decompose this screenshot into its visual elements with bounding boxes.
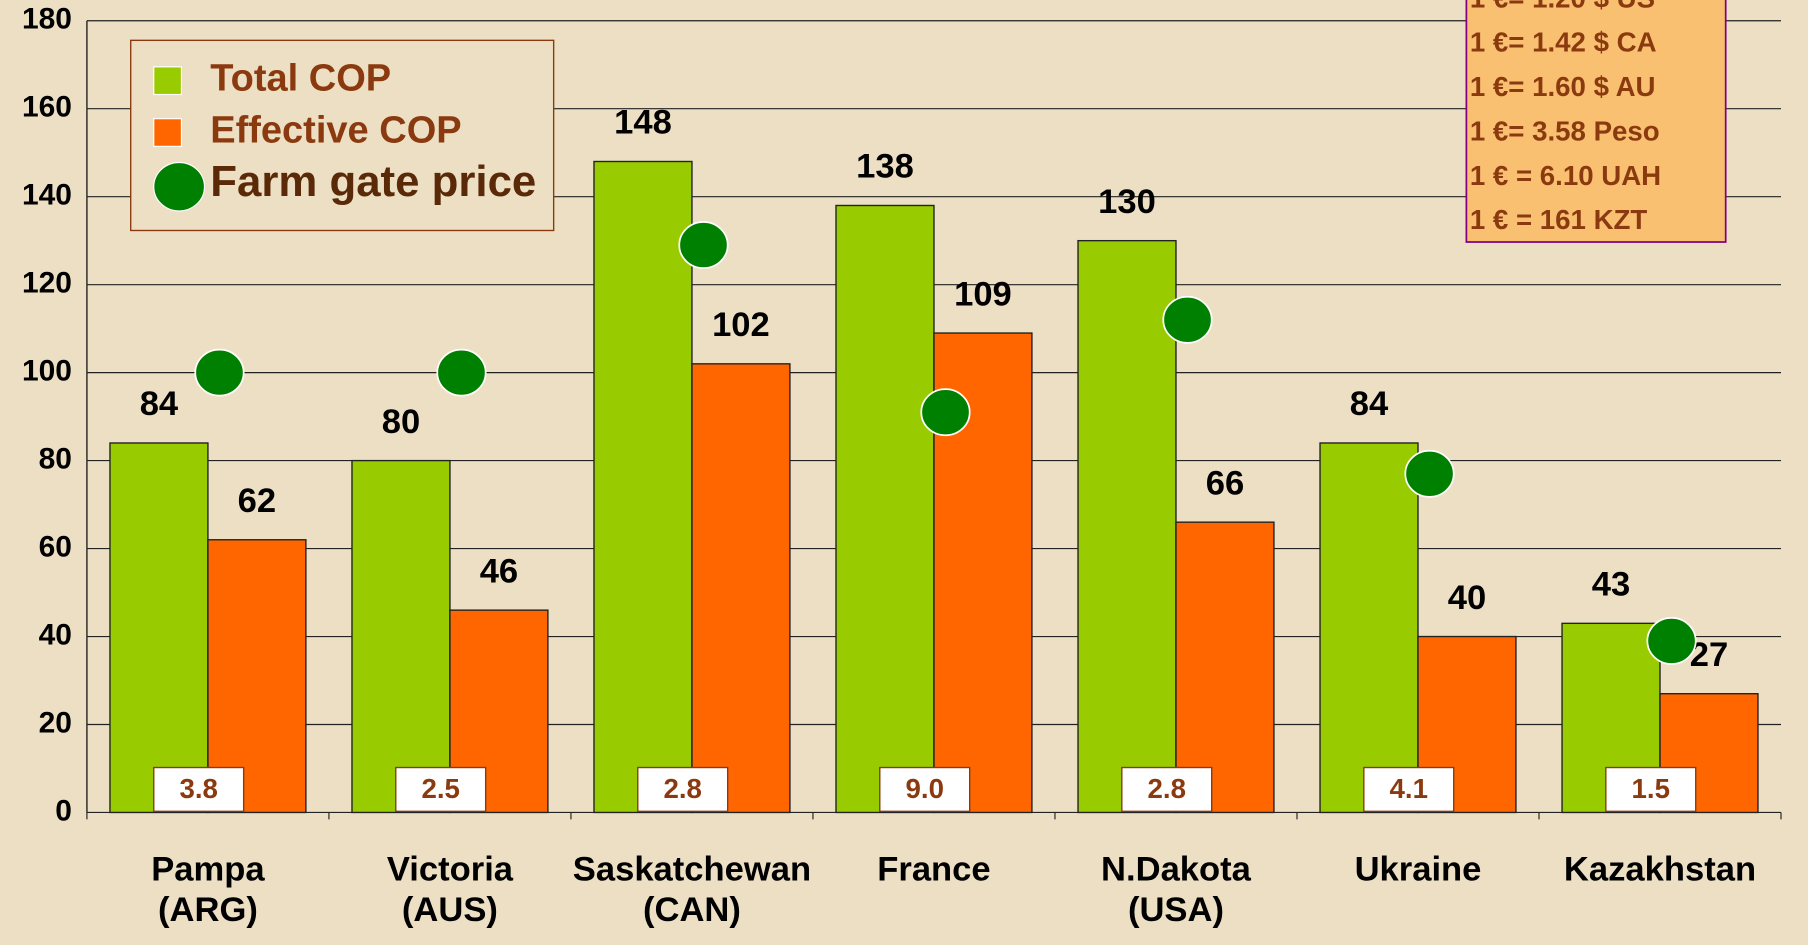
legend-marker xyxy=(153,66,182,96)
x-category: Saskatchewan (CAN) xyxy=(572,850,812,929)
legend-label: Farm gate price xyxy=(210,157,536,206)
bar xyxy=(1175,521,1275,814)
legend-label: Total COP xyxy=(210,58,391,100)
bar xyxy=(593,160,693,814)
x-category: Victoria (AUS) xyxy=(386,850,514,929)
ratio-box xyxy=(1605,766,1697,813)
exchange-rate: 1 €= 1.20 $ US xyxy=(1470,0,1655,13)
x-tick-label: Ukraine xyxy=(1354,850,1482,889)
x-tick-label: France xyxy=(877,850,991,889)
y-tick-label: 20 xyxy=(39,706,72,739)
value-label: 66 xyxy=(1206,464,1244,502)
bar xyxy=(835,204,935,814)
exchange-rate: 1 €= 1.60 $ AU xyxy=(1470,71,1656,102)
ratio-label: 3.8 xyxy=(179,773,217,804)
exchange-rate: 1 € = 161 KZT xyxy=(1470,204,1648,235)
ratio-box xyxy=(879,766,971,813)
exchange-rate: 1 € = 6.10 UAH xyxy=(1470,160,1661,191)
ratio-box xyxy=(1363,766,1455,813)
x-category: N.Dakota (USA) xyxy=(1101,850,1251,929)
bar xyxy=(933,332,1033,814)
x-tick-label: N.Dakota (USA) xyxy=(1101,850,1251,929)
bar xyxy=(691,363,791,814)
ratio-label: 1.5 xyxy=(1632,773,1670,804)
y-tick-label: 80 xyxy=(39,443,72,476)
x-category: Kazakhstan xyxy=(1563,850,1757,889)
y-tick-label: 180 xyxy=(22,3,72,36)
value-label: 84 xyxy=(1350,385,1389,423)
y-tick-label: 0 xyxy=(55,794,72,827)
farm-gate-dot xyxy=(1404,449,1455,498)
ratio-label: 2.8 xyxy=(1148,773,1186,804)
y-tick-label: 160 xyxy=(22,91,72,124)
x-tick-label: Saskatchewan (CAN) xyxy=(572,850,812,929)
x-category: Ukraine xyxy=(1354,850,1482,889)
value-label: 46 xyxy=(480,552,518,590)
x-tick-label: Pampa (ARG) xyxy=(151,850,265,929)
x-tick-label: Victoria (AUS) xyxy=(386,850,514,929)
ratio-label: 2.8 xyxy=(664,773,702,804)
value-label: 43 xyxy=(1592,566,1630,604)
ratio-box xyxy=(637,766,729,813)
farm-gate-dot xyxy=(1646,617,1697,665)
bar xyxy=(109,442,209,814)
x-tick-label: Kazakhstan xyxy=(1563,850,1757,889)
exchange-rate: 1 €= 3.58 Peso xyxy=(1470,115,1660,146)
value-label: 80 xyxy=(382,403,420,441)
ratio-label: 2.5 xyxy=(422,773,460,804)
bar xyxy=(351,459,451,814)
value-label: 130 xyxy=(1098,183,1156,221)
legend-label: Effective COP xyxy=(210,110,461,152)
bar xyxy=(1077,239,1177,814)
y-tick-label: 140 xyxy=(22,179,72,212)
farm-gate-dot xyxy=(194,348,245,397)
value-label: 148 xyxy=(614,104,672,142)
value-label: 109 xyxy=(954,275,1012,313)
ratio-box xyxy=(153,766,245,813)
ratio-label: 4.1 xyxy=(1390,773,1428,804)
ratio-label: 9.0 xyxy=(906,773,944,804)
farm-gate-dot xyxy=(920,388,971,437)
bar xyxy=(1319,442,1419,814)
value-label: 102 xyxy=(712,306,770,344)
x-category: Pampa (ARG) xyxy=(151,850,265,929)
y-tick-label: 60 xyxy=(39,530,72,563)
y-tick-label: 40 xyxy=(39,618,72,651)
farm-gate-dot xyxy=(678,221,729,269)
exchange-box xyxy=(1465,0,1727,243)
legend-marker xyxy=(153,161,206,212)
farm-gate-dot xyxy=(436,348,487,397)
ratio-box xyxy=(1121,766,1213,813)
ratio-box xyxy=(395,766,487,813)
y-tick-label: 120 xyxy=(22,267,72,300)
value-label: 84 xyxy=(140,385,179,423)
x-category: France xyxy=(877,850,991,889)
exchange-rate: 1 €= 1.42 $ CA xyxy=(1470,27,1657,58)
value-label: 62 xyxy=(238,482,276,520)
y-tick-label: 100 xyxy=(22,355,72,388)
value-label: 40 xyxy=(1448,579,1486,617)
farm-gate-dot xyxy=(1162,295,1213,344)
value-label: 138 xyxy=(856,148,914,186)
legend-marker xyxy=(153,118,182,147)
